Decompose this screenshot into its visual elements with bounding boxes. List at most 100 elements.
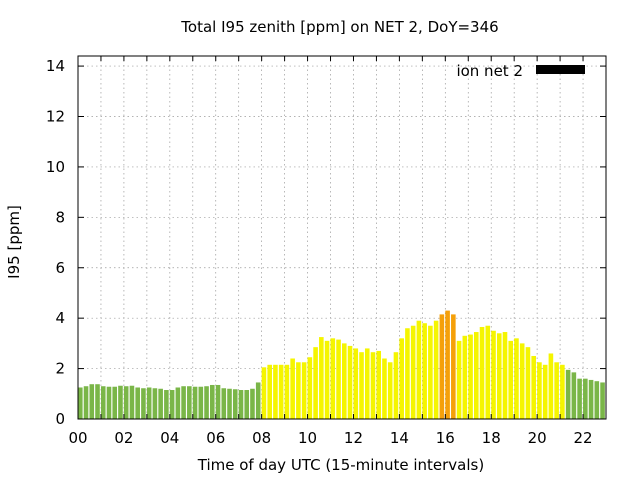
bar bbox=[560, 364, 565, 419]
bar bbox=[410, 325, 416, 419]
bar bbox=[267, 364, 272, 419]
y-tick-label: 10 bbox=[46, 158, 65, 176]
legend: ion net 2 bbox=[456, 62, 585, 80]
bar bbox=[594, 381, 600, 419]
bar bbox=[89, 384, 95, 419]
bar bbox=[588, 379, 594, 419]
bar bbox=[571, 372, 577, 419]
bar bbox=[278, 364, 284, 419]
bar bbox=[496, 333, 502, 419]
bar bbox=[330, 338, 336, 419]
bar bbox=[439, 314, 445, 419]
y-axis-label: I95 [ppm] bbox=[5, 205, 23, 279]
bar bbox=[422, 323, 427, 419]
bar bbox=[519, 343, 525, 420]
legend-swatch bbox=[536, 65, 585, 74]
bar bbox=[319, 337, 324, 419]
plot-frame bbox=[77, 55, 607, 420]
bar bbox=[290, 358, 295, 419]
bar bbox=[525, 347, 531, 419]
bar bbox=[370, 352, 376, 419]
bar bbox=[313, 347, 318, 419]
bar bbox=[152, 388, 158, 419]
x-tick-label: 16 bbox=[436, 429, 455, 447]
bar bbox=[118, 385, 123, 419]
bar bbox=[261, 367, 267, 419]
bar bbox=[359, 352, 364, 419]
bar bbox=[382, 358, 387, 419]
bar bbox=[433, 320, 439, 419]
legend-label: ion net 2 bbox=[456, 62, 523, 80]
bar bbox=[548, 353, 554, 419]
bar bbox=[353, 348, 359, 419]
y-tick-label: 6 bbox=[55, 259, 65, 277]
y-tick-label: 4 bbox=[55, 309, 65, 327]
bar bbox=[227, 388, 232, 419]
bar bbox=[129, 385, 135, 419]
bar bbox=[215, 384, 221, 419]
x-tick-label: 18 bbox=[482, 429, 501, 447]
bar bbox=[100, 386, 106, 419]
bar bbox=[502, 332, 508, 419]
bar bbox=[135, 387, 140, 419]
bar bbox=[508, 340, 514, 419]
bar bbox=[273, 364, 278, 419]
x-tick-label: 04 bbox=[160, 429, 179, 447]
bar bbox=[221, 388, 227, 419]
x-tick-label: 00 bbox=[68, 429, 87, 447]
bar bbox=[123, 386, 129, 419]
bar bbox=[141, 388, 146, 419]
y-tick-label: 2 bbox=[55, 360, 65, 378]
bar bbox=[187, 386, 192, 419]
x-tick-label: 12 bbox=[344, 429, 363, 447]
bar bbox=[244, 390, 250, 419]
y-tick-label: 12 bbox=[46, 108, 65, 126]
bar bbox=[577, 378, 582, 419]
bar bbox=[198, 386, 204, 419]
bar bbox=[600, 382, 605, 419]
bar bbox=[301, 362, 307, 419]
bar bbox=[83, 386, 89, 419]
y-tick-label: 8 bbox=[55, 208, 65, 226]
bar bbox=[342, 343, 347, 420]
bar bbox=[514, 338, 519, 419]
bar bbox=[376, 350, 382, 419]
bar bbox=[169, 390, 175, 419]
x-tick-label: 14 bbox=[390, 429, 409, 447]
bar bbox=[416, 320, 422, 419]
x-tick-label: 22 bbox=[573, 429, 592, 447]
bar bbox=[158, 388, 163, 419]
bar bbox=[445, 310, 450, 419]
bar bbox=[565, 369, 571, 419]
bar bbox=[364, 348, 370, 419]
bar bbox=[250, 388, 255, 419]
bar bbox=[255, 382, 261, 419]
bar bbox=[393, 352, 399, 419]
y-tick-label: 0 bbox=[55, 410, 65, 428]
x-tick-label: 02 bbox=[114, 429, 133, 447]
bar bbox=[387, 362, 393, 419]
bar bbox=[232, 389, 238, 419]
bar bbox=[583, 378, 588, 419]
bar bbox=[531, 355, 536, 419]
axis-ticks bbox=[78, 56, 606, 420]
bar bbox=[192, 386, 198, 419]
bar bbox=[210, 384, 215, 419]
bar bbox=[175, 387, 181, 419]
bar bbox=[112, 386, 118, 419]
bar bbox=[95, 384, 100, 419]
bar bbox=[164, 390, 169, 419]
bar bbox=[468, 334, 473, 419]
bar bbox=[78, 387, 83, 419]
x-axis-label: Time of day UTC (15-minute intervals) bbox=[197, 456, 484, 474]
bar bbox=[106, 386, 112, 419]
x-tick-label: 20 bbox=[528, 429, 547, 447]
bar bbox=[336, 339, 341, 419]
bar bbox=[181, 386, 186, 419]
y-tick-label: 14 bbox=[46, 57, 65, 75]
bar bbox=[405, 328, 410, 419]
bar bbox=[428, 325, 433, 419]
bar bbox=[451, 314, 456, 419]
